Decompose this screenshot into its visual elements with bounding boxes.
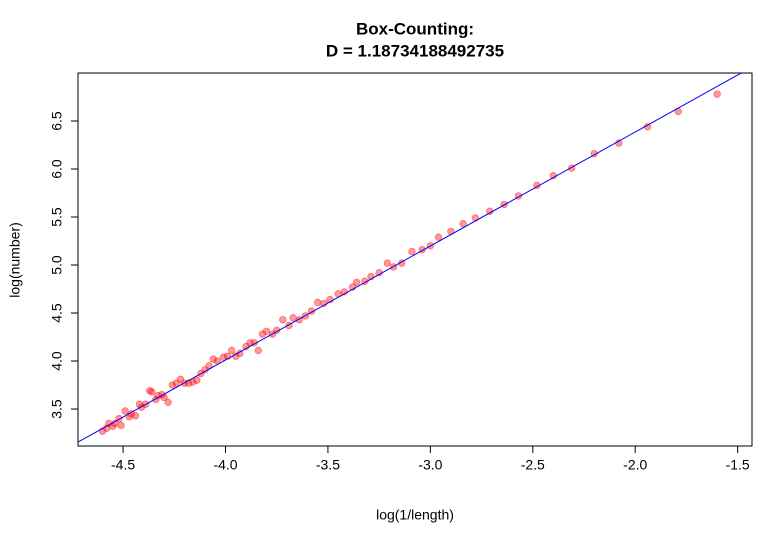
- y-axis-label: log(number): [7, 222, 23, 297]
- point: [459, 220, 467, 228]
- x-tick-label: -1.5: [726, 457, 750, 473]
- point: [176, 375, 185, 383]
- point: [408, 247, 416, 256]
- point: [313, 298, 322, 307]
- point: [131, 412, 140, 420]
- point: [352, 278, 361, 287]
- y-tick-label: 6.5: [49, 111, 65, 131]
- plot-frame: [77, 72, 753, 447]
- point: [219, 353, 228, 361]
- x-tick-label: -2.0: [623, 457, 647, 473]
- point: [146, 387, 154, 395]
- y-tick-label: 5.5: [49, 207, 65, 227]
- point: [383, 259, 392, 267]
- point: [209, 355, 217, 363]
- x-axis-label: log(1/length): [376, 507, 454, 523]
- point: [172, 379, 181, 387]
- point: [289, 314, 297, 322]
- x-tick-label: -3.0: [418, 457, 442, 473]
- x-tick-label: -2.5: [521, 457, 545, 473]
- point: [254, 346, 262, 355]
- chart-subtitle: D = 1.18734188492735: [326, 41, 504, 60]
- y-tick-label: 4.0: [49, 351, 65, 371]
- point: [471, 214, 480, 222]
- point: [189, 378, 197, 386]
- point: [117, 421, 125, 430]
- point: [227, 346, 236, 355]
- point: [434, 233, 443, 241]
- y-tick-label: 6.0: [49, 159, 65, 179]
- y-tick-label: 5.0: [49, 255, 65, 275]
- chart-title: Box-Counting:: [356, 19, 474, 38]
- y-tick-label: 4.5: [49, 303, 65, 323]
- point: [279, 316, 287, 324]
- y-tick-label: 3.5: [49, 399, 65, 419]
- point: [258, 330, 267, 338]
- point: [193, 376, 201, 384]
- point: [148, 388, 156, 396]
- fit-line: [78, 73, 743, 443]
- x-tick-label: -4.5: [111, 457, 135, 473]
- point: [121, 407, 129, 415]
- point: [262, 327, 271, 335]
- x-tick-label: -4.0: [213, 457, 237, 473]
- x-tick-label: -3.5: [316, 457, 340, 473]
- point: [713, 90, 721, 98]
- point: [164, 398, 172, 407]
- point: [168, 381, 176, 389]
